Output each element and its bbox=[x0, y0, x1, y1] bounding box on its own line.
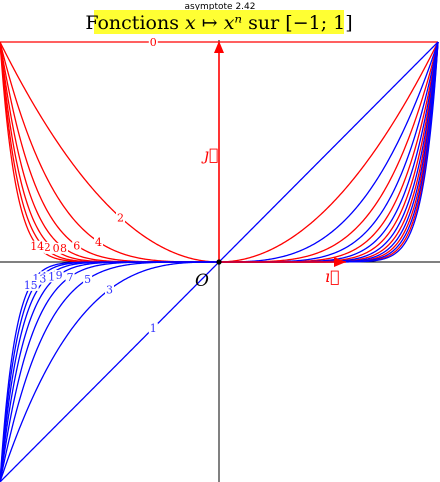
title-math: x ↦ xⁿ bbox=[185, 12, 242, 34]
label-odd-7: 7 bbox=[67, 271, 74, 284]
label-even-4-bg bbox=[94, 236, 103, 248]
vector-i-label: ı⃗ bbox=[325, 267, 340, 286]
title-prefix: Fonctions bbox=[85, 12, 185, 34]
label-even-14-bg bbox=[29, 240, 46, 252]
title-box bbox=[94, 10, 344, 34]
label-odd-5: 5 bbox=[84, 273, 91, 286]
label-even-14: 14 bbox=[30, 240, 44, 253]
label-odd-9: 9 bbox=[56, 269, 63, 282]
label-odd-15-bg bbox=[22, 279, 39, 291]
label-odd-5-bg bbox=[83, 274, 93, 286]
vector-j-label: ȷ⃗ bbox=[201, 145, 219, 164]
label-odd-7-bg bbox=[65, 271, 75, 283]
label-odd-15: 15 bbox=[24, 279, 38, 292]
label-even-0: 0 bbox=[150, 36, 157, 49]
origin-label: O bbox=[195, 271, 209, 291]
title-middle: sur bbox=[248, 12, 285, 34]
label-odd-1-bg bbox=[148, 323, 158, 334]
label-even-6-bg bbox=[72, 240, 82, 252]
curve-label-group: 0246810121413579111315 bbox=[22, 36, 158, 335]
label-even-8-bg bbox=[59, 242, 68, 254]
label-even-2-bg bbox=[116, 212, 125, 224]
vector-j-arrowhead bbox=[214, 41, 224, 53]
label-odd-13-bg bbox=[31, 273, 48, 285]
label-odd-9-bg bbox=[54, 270, 64, 281]
label-odd-1: 1 bbox=[150, 322, 157, 335]
label-even-6: 6 bbox=[73, 239, 80, 252]
label-even-0-bg bbox=[148, 37, 158, 48]
label-odd-3-bg bbox=[105, 284, 114, 296]
label-odd-11-bg bbox=[40, 271, 57, 283]
label-odd-3: 3 bbox=[106, 284, 113, 297]
origin-point bbox=[216, 259, 222, 265]
header-caption: asymptote 2.42 bbox=[184, 2, 255, 12]
label-even-10-bg bbox=[44, 242, 61, 254]
chart-title: Fonctions x ↦ xⁿ sur [−1; 1] bbox=[85, 12, 352, 34]
vector-i-arrowhead bbox=[334, 257, 346, 267]
label-even-4: 4 bbox=[95, 236, 102, 249]
title-interval: [−1; 1] bbox=[285, 12, 352, 34]
label-even-2: 2 bbox=[117, 211, 124, 224]
label-even-8: 8 bbox=[60, 242, 67, 255]
